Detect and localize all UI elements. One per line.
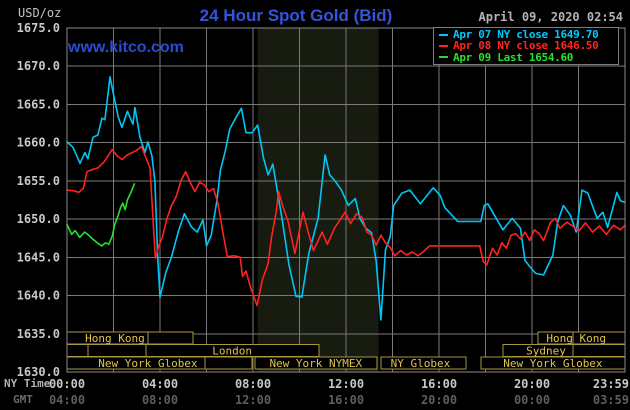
x-tick-label-gmt: 16:00 xyxy=(328,393,364,407)
legend-dash-icon xyxy=(439,44,448,47)
legend-item-0: Apr 07 NY close 1649.70 xyxy=(439,28,616,42)
session-box xyxy=(254,356,378,370)
x-tick-label-gmt: 08:00 xyxy=(142,393,178,407)
x-tick-label-ny: 08:00 xyxy=(235,377,271,391)
session-box xyxy=(147,331,194,345)
x-tick-label-gmt: 00:00 xyxy=(514,393,550,407)
legend-dash-icon xyxy=(439,33,448,36)
series-line-apr-08 xyxy=(66,145,626,307)
session-label: Sydney xyxy=(526,345,566,358)
legend-item-2: Apr 09 Last 1654.60 xyxy=(439,50,616,64)
legend-box: Apr 07 NY close 1649.70 Apr 08 NY close 1… xyxy=(433,27,619,65)
y-tick-label: 1675.0 xyxy=(17,21,60,35)
session-highlight-band xyxy=(257,28,379,372)
y-tick-label: 1640.0 xyxy=(17,289,60,303)
session-label: London xyxy=(212,345,252,358)
legend-item-1: Apr 08 NY close 1646.50 xyxy=(439,39,616,53)
x-tick-label-ny: 12:00 xyxy=(328,377,364,391)
session-label: Hong Kong xyxy=(85,332,145,345)
y-tick-label: 1655.0 xyxy=(17,174,60,188)
session-label: New York Globex xyxy=(503,357,603,370)
plot-border xyxy=(66,27,626,373)
y-tick-label: 1660.0 xyxy=(17,136,60,150)
y-tick-label: 1630.0 xyxy=(17,365,60,379)
y-tick-label: 1670.0 xyxy=(17,59,60,73)
legend-item-label: Apr 09 Last 1654.60 xyxy=(453,50,574,64)
session-label: NY Globex xyxy=(391,357,451,370)
session-label: New York NYMEX xyxy=(269,357,362,370)
session-label: New York Globex xyxy=(98,357,198,370)
x-tick-label-gmt: 04:00 xyxy=(49,393,85,407)
kitco-watermark: www.kitco.com xyxy=(68,39,184,56)
x-tick-label-ny: 00:00 xyxy=(49,377,85,391)
series-line-apr-09 xyxy=(66,183,136,247)
x-tick-label-ny: 23:59 xyxy=(593,377,629,391)
series-line-apr-07 xyxy=(66,76,626,321)
session-box xyxy=(380,356,467,370)
y-axis-unit-label: USD/oz xyxy=(18,6,62,20)
y-tick-label: 1635.0 xyxy=(17,327,60,341)
y-tick-label: 1645.0 xyxy=(17,250,60,264)
x-tick-label-gmt: 12:00 xyxy=(235,393,271,407)
chart-datetime: April 09, 2020 02:54 xyxy=(478,10,624,24)
x-axis-gmt-label: GMT xyxy=(13,393,33,406)
x-tick-label-ny: 04:00 xyxy=(142,377,178,391)
session-box xyxy=(204,356,253,370)
x-tick-label-gmt: 20:00 xyxy=(421,393,457,407)
session-label: Hong Kong xyxy=(546,332,606,345)
x-axis-ny-time-label: NY Time xyxy=(4,377,51,390)
chart-title: 24 Hour Spot Gold (Bid) xyxy=(199,6,393,25)
x-tick-label-ny: 16:00 xyxy=(421,377,457,391)
session-box xyxy=(572,344,626,357)
x-tick-label-ny: 20:00 xyxy=(514,377,550,391)
x-tick-label-gmt: 03:59 xyxy=(593,393,629,407)
legend-item-label: Apr 08 NY close 1646.50 xyxy=(453,39,599,53)
y-tick-label: 1665.0 xyxy=(17,97,60,111)
legend-dash-icon xyxy=(439,56,448,59)
legend-item-label: Apr 07 NY close 1649.70 xyxy=(453,28,599,42)
y-tick-label: 1650.0 xyxy=(17,212,60,226)
session-box xyxy=(66,344,89,357)
session-box xyxy=(87,344,147,357)
